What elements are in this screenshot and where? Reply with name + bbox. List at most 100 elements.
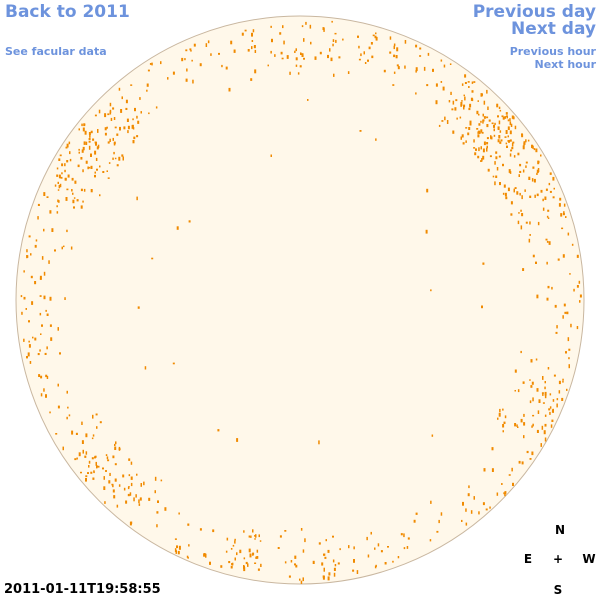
facula-point xyxy=(304,538,306,543)
facula-point xyxy=(366,536,368,541)
facula-point xyxy=(507,126,510,130)
facula-point xyxy=(482,155,485,160)
facula-point xyxy=(133,136,136,140)
facula-point xyxy=(130,482,133,487)
facula-point xyxy=(29,361,32,364)
facula-point xyxy=(393,71,396,74)
facula-point xyxy=(234,540,236,544)
facula-point xyxy=(67,174,70,178)
facula-point xyxy=(546,297,549,301)
facula-point xyxy=(507,140,510,142)
facula-point xyxy=(68,414,71,417)
facula-point xyxy=(230,565,233,569)
facula-point xyxy=(140,111,142,114)
facula-point xyxy=(556,403,558,408)
facula-point xyxy=(104,113,107,118)
facula-point xyxy=(34,281,37,285)
facula-point xyxy=(334,32,337,35)
facula-point xyxy=(250,535,252,538)
facula-point xyxy=(494,161,496,165)
facula-point xyxy=(72,199,75,204)
previous-day-link[interactable]: Previous day xyxy=(472,2,596,22)
facula-point xyxy=(561,227,564,230)
facula-point xyxy=(435,100,438,105)
facula-point xyxy=(536,429,539,433)
facula-point xyxy=(251,40,254,42)
see-facular-data-link[interactable]: See facular data xyxy=(5,45,107,58)
facula-point xyxy=(486,116,489,119)
facula-point xyxy=(449,63,452,65)
facula-point xyxy=(542,207,545,211)
facula-point xyxy=(501,483,503,485)
facula-point xyxy=(212,529,215,533)
facula-point xyxy=(130,461,133,465)
previous-hour-link[interactable]: Previous hour xyxy=(509,45,596,58)
facula-point xyxy=(185,78,188,82)
facula-point xyxy=(546,215,549,218)
facula-point xyxy=(95,461,97,466)
facula-point xyxy=(43,388,45,392)
facula-point xyxy=(520,225,523,230)
facula-point xyxy=(483,468,486,472)
facula-point xyxy=(543,430,546,435)
facula-point xyxy=(167,77,169,80)
facula-point xyxy=(85,433,88,438)
facula-point xyxy=(535,261,537,264)
facula-point xyxy=(231,563,233,565)
facula-point xyxy=(525,139,527,143)
facula-point xyxy=(540,189,543,193)
facula-point xyxy=(542,392,544,396)
facula-point xyxy=(548,182,551,186)
facula-point xyxy=(88,465,90,468)
next-hour-link[interactable]: Next hour xyxy=(534,58,597,71)
facula-point xyxy=(85,451,88,455)
facula-point xyxy=(358,58,361,61)
facula-point xyxy=(532,414,535,417)
facula-point xyxy=(502,192,505,195)
facula-point xyxy=(46,313,49,316)
facula-point xyxy=(496,167,499,171)
facula-point xyxy=(478,123,481,126)
facula-point xyxy=(493,124,495,128)
facula-point xyxy=(482,148,485,153)
facula-point xyxy=(68,141,71,145)
facula-point xyxy=(90,153,92,157)
facula-point xyxy=(474,152,477,156)
facula-point xyxy=(549,190,552,193)
facula-point xyxy=(499,109,502,112)
facula-point xyxy=(519,192,521,196)
next-day-link[interactable]: Next day xyxy=(511,19,596,39)
facula-point xyxy=(359,130,362,132)
facula-point xyxy=(569,273,571,275)
facula-point xyxy=(99,421,102,424)
facula-point xyxy=(146,89,148,92)
facula-point xyxy=(471,81,474,84)
facula-point xyxy=(520,209,522,212)
facula-point xyxy=(578,280,581,284)
facula-point xyxy=(243,567,246,572)
facula-point xyxy=(186,68,188,72)
facula-point xyxy=(94,114,97,117)
facula-point xyxy=(149,63,152,65)
facula-point xyxy=(544,386,546,390)
facula-point xyxy=(267,64,269,67)
facula-point xyxy=(65,197,68,201)
facula-point xyxy=(415,70,417,73)
facula-point xyxy=(478,113,480,116)
facula-point xyxy=(364,62,367,64)
facula-point xyxy=(130,84,133,86)
facula-point xyxy=(30,253,32,256)
facula-point xyxy=(537,221,540,226)
back-to-year-link[interactable]: Back to 2011 xyxy=(5,2,130,22)
facula-point xyxy=(511,467,513,472)
facula-point xyxy=(514,390,516,392)
facula-point xyxy=(473,496,475,500)
facula-point xyxy=(146,83,149,87)
facula-point xyxy=(56,174,59,177)
facula-point xyxy=(25,308,27,310)
facula-point xyxy=(64,177,67,181)
facula-point xyxy=(87,166,89,170)
facula-point xyxy=(327,576,330,581)
facula-point xyxy=(510,123,513,127)
facula-point xyxy=(309,24,312,29)
